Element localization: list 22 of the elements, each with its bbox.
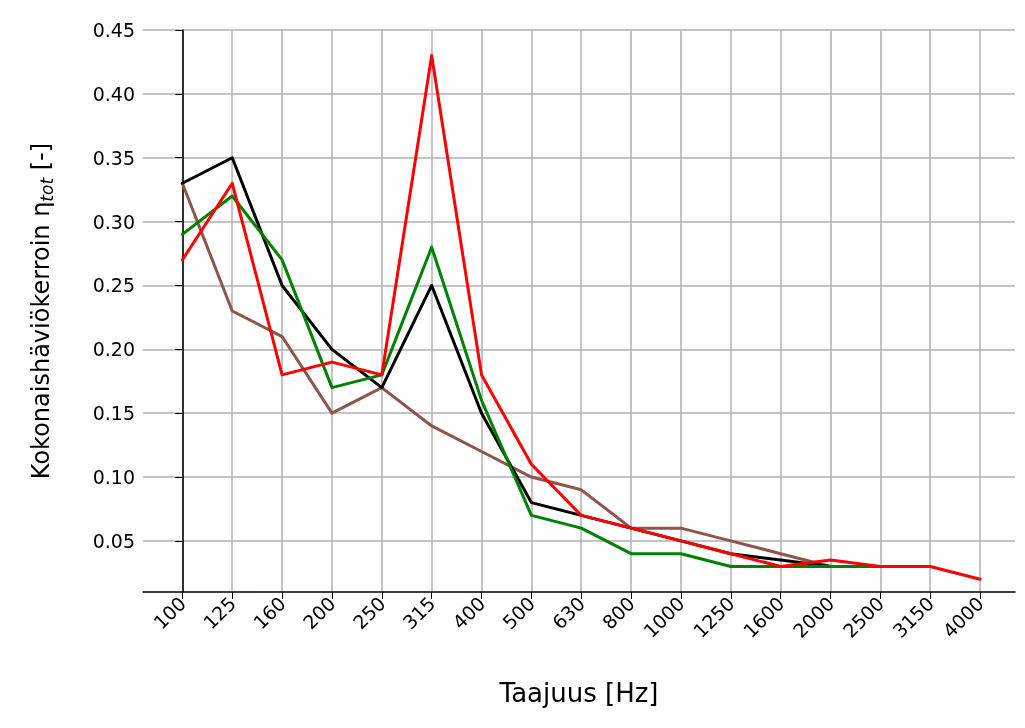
line-series: [180, 54, 982, 581]
y-tick-label: 0.40: [92, 82, 135, 105]
y-tick-label: 0.05: [92, 529, 135, 552]
x-tick-label: 100: [148, 592, 191, 634]
x-tick-label: 250: [348, 592, 390, 634]
x-tick-label: 400: [448, 592, 490, 634]
y-tick-label: 0.35: [92, 146, 135, 169]
x-tick-label: 160: [248, 592, 290, 634]
x-tick-label: 315: [398, 592, 440, 634]
x-axis-title: Taajuus [Hz]: [498, 678, 659, 708]
x-tick-label: 500: [497, 592, 540, 634]
x-tick-label: 125: [198, 592, 241, 634]
x-tick-label: 630: [547, 592, 590, 634]
y-tick-label: 0.15: [92, 402, 135, 425]
y-tick-label: 0.30: [92, 210, 135, 233]
y-tick-label: 0.10: [92, 466, 135, 489]
x-tick-label: 800: [597, 592, 639, 634]
x-tick-label: 200: [298, 592, 340, 634]
y-axis-title: Kokonaishäviökerroin ηtot [-]: [26, 142, 57, 480]
y-tick-label: 0.45: [92, 19, 135, 41]
y-tick-label: 0.20: [92, 338, 135, 361]
y-tick-label: 0.25: [92, 274, 135, 297]
